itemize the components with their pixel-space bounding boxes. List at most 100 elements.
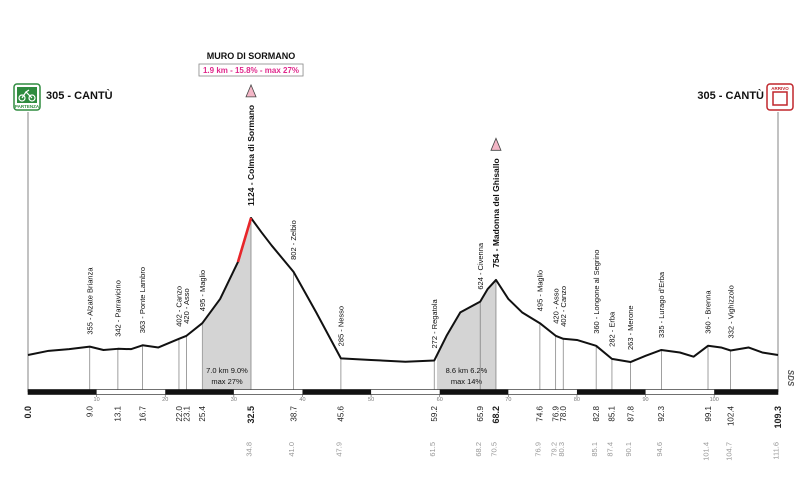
location-km-alt: 79.2 (549, 442, 558, 457)
location-label: 335 - Lurago d'Erba (657, 271, 666, 338)
summit-icon (245, 83, 257, 98)
logo: SDS (786, 370, 795, 387)
x-tick-label: 100 (710, 397, 719, 403)
location-km: 22.0 (175, 405, 184, 421)
location-km: 45.6 (337, 405, 346, 421)
axis-bar-segment (576, 389, 646, 395)
elevation-profile (27, 217, 779, 364)
location-label: 420 - Asso (182, 288, 191, 323)
location-km-alt: 101.4 (702, 442, 711, 461)
summit-label: 754 - Madonna del Ghisallo (491, 158, 501, 268)
start-icon-text: PARTENZA (15, 104, 40, 109)
location-km-alt: 104.7 (724, 442, 733, 461)
start-km: 0.0 (23, 406, 33, 419)
location-km: 76.9 (551, 405, 560, 421)
location-label: 624 - Civenna (476, 242, 485, 290)
location-km-alt: 70.5 (490, 442, 499, 457)
location-km: 78.0 (559, 405, 568, 421)
location-km-alt: 85.1 (590, 442, 599, 457)
location-km: 74.6 (536, 405, 545, 421)
bike-frame (21, 89, 33, 99)
location-km: 32.5 (246, 406, 256, 424)
location-label: 420 - Asso (551, 288, 560, 323)
location-km: 59.2 (430, 405, 439, 421)
axis-bar-segment (28, 389, 97, 395)
x-tick-label: 60 (437, 397, 443, 403)
location-km: 13.1 (114, 405, 123, 421)
location-km: 92.3 (657, 405, 666, 421)
location-km: 65.9 (476, 405, 485, 421)
location-km: 87.8 (626, 405, 635, 421)
location-km-alt: 61.5 (428, 442, 437, 457)
location-km: 25.4 (198, 405, 207, 421)
start-label: 305 - CANTÙ (46, 89, 113, 102)
location-km-alt: 34.8 (245, 442, 254, 457)
climb-max: max 27% (211, 377, 243, 386)
location-km-alt: 94.6 (655, 442, 664, 457)
finish-label: 305 - CANTÙ (697, 89, 764, 102)
location-km-alt: 90.1 (624, 442, 633, 457)
location-label: 355 - Alzate Brianza (85, 267, 94, 335)
x-tick-label: 80 (574, 397, 580, 403)
axis-bar-segment (165, 389, 234, 395)
bike-wheel (28, 94, 36, 102)
x-tick-label: 50 (368, 397, 374, 403)
location-label: 285 - Nesso (337, 306, 346, 346)
bike-wheel (18, 94, 26, 102)
location-km-alt: 76.9 (534, 442, 543, 457)
location-km-alt: 80.3 (557, 442, 566, 457)
location-label: 402 - Canzo (175, 286, 184, 327)
x-tick-label: 20 (162, 397, 168, 403)
climb-length: 7.0 km 9.0% (206, 366, 248, 375)
climb-max: max 14% (451, 377, 483, 386)
x-tick-label: 90 (643, 397, 649, 403)
location-label: 272 - Regatola (430, 298, 439, 348)
location-label: 363 - Ponte Lambro (138, 267, 147, 333)
location-label: 495 - Maglio (198, 270, 207, 311)
muro-segment (236, 217, 253, 263)
location-km: 23.1 (182, 405, 191, 421)
location-label: 360 - Brenna (704, 290, 713, 334)
axis-bar (27, 389, 779, 395)
location-label: 282 - Erba (608, 311, 617, 347)
finish-icon-box (772, 91, 788, 106)
x-tick-label: 30 (231, 397, 237, 403)
climb-shade (436, 279, 496, 392)
axis-bar-segment (302, 389, 372, 395)
muro-stats: 1.9 km - 15.8% - max 27% (203, 66, 299, 75)
summit-icon (490, 137, 502, 151)
location-label: 402 - Canzo (559, 286, 568, 327)
location-label: 802 - Zelbio (289, 220, 298, 260)
location-label: 342 - Parravicino (114, 280, 123, 337)
location-km: 9.0 (86, 405, 95, 417)
finish-km: 109.3 (773, 406, 783, 429)
location-km: 68.2 (491, 406, 501, 424)
location-label: 263 - Merone (626, 305, 635, 350)
finish-km-alt: 111.6 (772, 442, 781, 460)
start-icon-fill (17, 87, 37, 103)
axis-bar-segment (439, 389, 509, 395)
muro-box (198, 63, 304, 77)
location-km: 102.4 (726, 405, 735, 426)
summit-label: 1124 - Colma di Sormano (246, 105, 256, 206)
location-label: 332 - Vighizzolo (726, 285, 735, 338)
axis-bar-segment (714, 389, 778, 395)
x-tick-label: 70 (505, 397, 511, 403)
location-km: 82.8 (592, 405, 601, 421)
x-tick-label: 10 (94, 397, 100, 403)
location-km-alt: 47.9 (335, 442, 344, 457)
location-km: 99.1 (704, 405, 713, 421)
location-km-alt: 41.0 (287, 442, 296, 457)
location-km-alt: 68.2 (474, 442, 483, 457)
finish-icon-text: ARRIVO (771, 86, 789, 91)
muro-title: MURO DI SORMANO (207, 51, 296, 61)
location-km-alt: 87.4 (606, 442, 615, 457)
climb-length: 8.6 km 6.2% (446, 366, 488, 375)
location-km: 16.7 (138, 405, 147, 421)
location-km: 85.1 (608, 405, 617, 421)
location-label: 360 - Longone al Segrino (592, 250, 601, 334)
x-tick-label: 40 (299, 397, 305, 403)
